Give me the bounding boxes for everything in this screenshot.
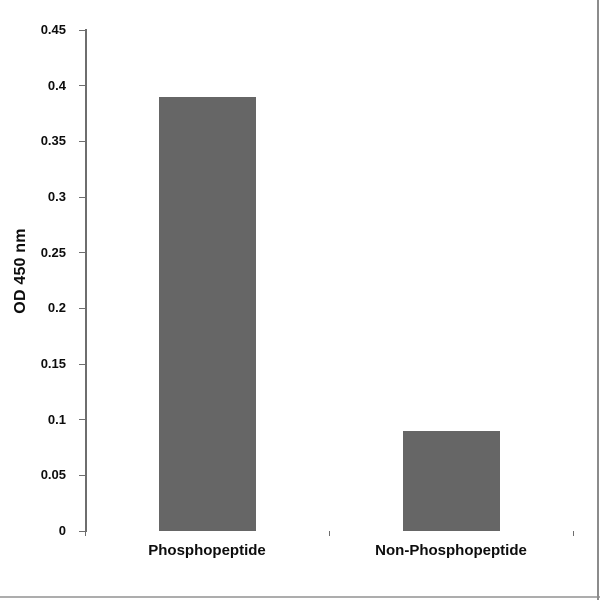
y-tick-mark [79, 474, 85, 476]
y-tick-label: 0 [58, 523, 66, 538]
y-axis-line [85, 29, 87, 532]
image-border-right [597, 0, 599, 600]
y-tick-label: 0.2 [47, 300, 66, 316]
y-tick-label: 0.25 [40, 244, 66, 260]
y-tick-label: 0.45 [40, 22, 66, 37]
y-tick-label: 0.35 [40, 133, 66, 149]
y-tick-mark [79, 530, 85, 532]
x-tick-mark [573, 531, 574, 536]
y-tick-mark [79, 140, 85, 142]
y-tick-label: 0.3 [47, 189, 66, 204]
y-tick-mark [79, 252, 85, 254]
y-tick-label: 0.4 [47, 77, 66, 93]
image-border-bottom [0, 596, 600, 598]
y-tick-mark [79, 307, 85, 309]
bar-phosphopeptide [158, 96, 256, 531]
x-tick-mark [329, 531, 330, 536]
y-tick-mark [79, 85, 85, 87]
x-category-label: Non-Phosphopeptide [375, 542, 527, 559]
y-tick-label: 0.15 [40, 356, 66, 371]
x-category-label: Phosphopeptide [148, 542, 266, 559]
y-tick-mark [79, 196, 85, 198]
y-tick-mark [79, 419, 85, 421]
y-tick-label: 0.05 [40, 467, 66, 483]
y-tick-label: 0.1 [47, 411, 66, 427]
bar-non-phosphopeptide [402, 430, 500, 531]
x-tick-mark [85, 531, 86, 536]
y-tick-mark [79, 363, 85, 365]
y-tick-mark [79, 29, 85, 31]
